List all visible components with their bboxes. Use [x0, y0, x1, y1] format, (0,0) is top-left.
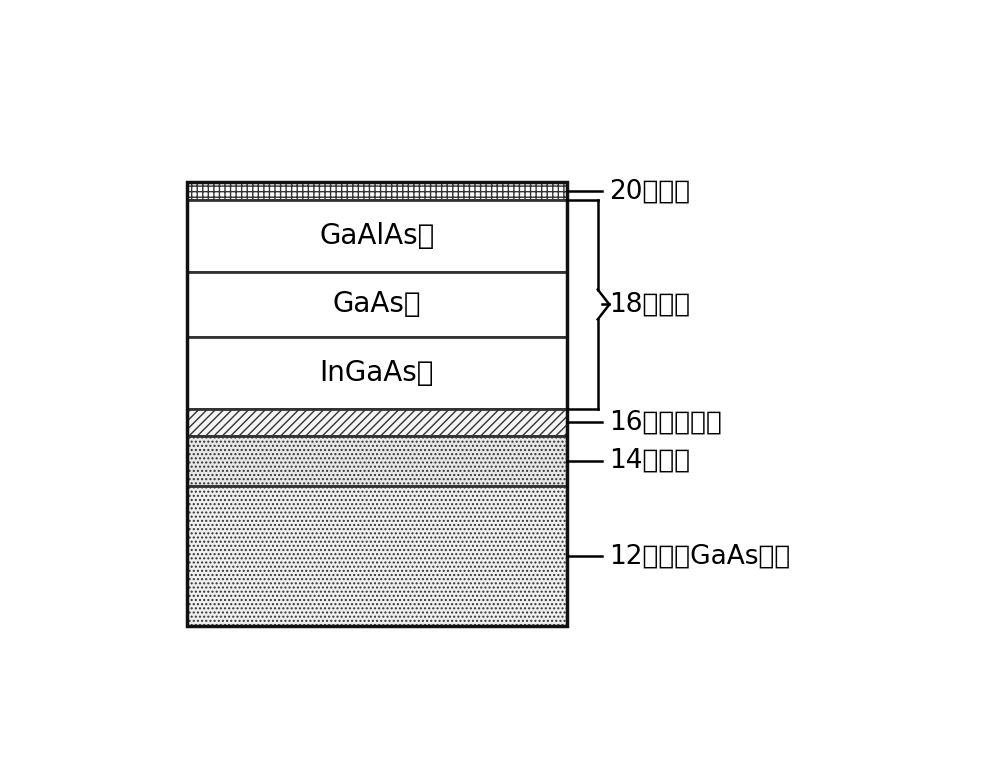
Bar [187, 183, 567, 626]
Text: 14缓冲层: 14缓冲层 [609, 448, 690, 474]
Text: GaAs层: GaAs层 [333, 290, 421, 318]
Text: 18发射层: 18发射层 [609, 292, 690, 317]
Text: 20保护层: 20保护层 [609, 178, 690, 204]
Text: InGaAs层: InGaAs层 [320, 359, 434, 387]
Text: 12高质量GaAs衬底: 12高质量GaAs衬底 [609, 543, 791, 569]
Text: 16腥蚀阰挡层: 16腥蚀阰挡层 [609, 409, 722, 435]
Bar [187, 200, 567, 272]
Bar [187, 183, 567, 200]
Bar [187, 337, 567, 409]
Text: GaAlAs层: GaAlAs层 [319, 222, 434, 250]
Bar [187, 272, 567, 337]
Bar [187, 409, 567, 436]
Bar [187, 486, 567, 626]
Bar [187, 436, 567, 486]
